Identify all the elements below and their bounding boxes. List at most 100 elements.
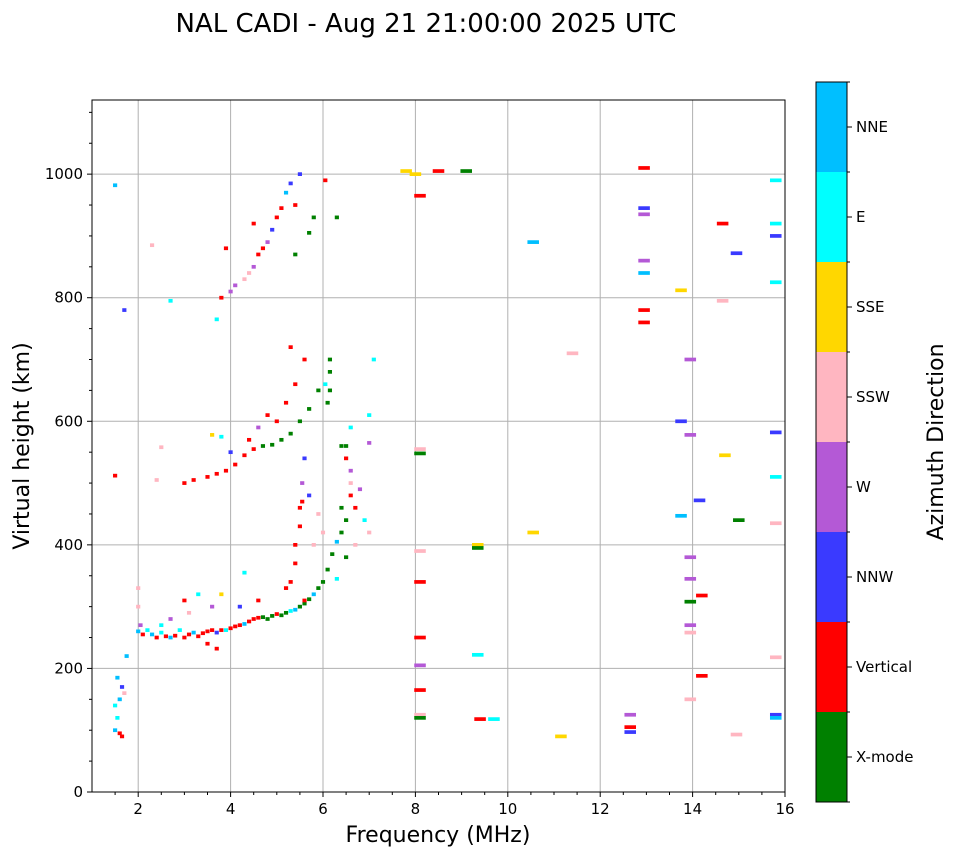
colorbar-tick-label: NNE — [856, 118, 888, 136]
data-point-nnw — [769, 430, 782, 435]
data-point-vertical — [200, 631, 205, 636]
colorbar-swatch — [816, 82, 847, 172]
data-point-nnw — [693, 498, 706, 503]
data-point-nnw — [769, 234, 782, 238]
data-point-sse — [471, 543, 484, 547]
data-point-nnw — [119, 685, 125, 689]
data-point-vertical — [113, 473, 118, 478]
y-axis: 0 200 400 600 800 1000 — [45, 111, 92, 801]
colorbar-tick-label: X-mode — [856, 748, 913, 766]
data-point-sse — [409, 172, 422, 176]
data-point-ssw — [414, 549, 426, 553]
data-point-e — [159, 630, 164, 635]
data-point-sse — [400, 169, 412, 173]
x-tick-label: 6 — [318, 800, 328, 818]
data-point-vertical — [247, 437, 252, 442]
data-point-x-mode — [327, 370, 333, 374]
colorbar-tick-label: E — [856, 208, 865, 226]
data-point-x-mode — [684, 599, 697, 604]
data-point-e — [362, 518, 367, 522]
data-point-x-mode — [260, 444, 266, 448]
data-point-vertical — [279, 206, 284, 210]
data-point-vertical — [219, 295, 224, 300]
data-point-vertical — [353, 505, 358, 510]
data-point-nne — [136, 629, 141, 634]
data-point-vertical — [119, 734, 125, 739]
data-point-w — [638, 258, 650, 263]
data-point-x-mode — [414, 451, 426, 456]
data-point-w — [251, 264, 256, 269]
data-point-vertical — [288, 580, 293, 584]
colorbar-frame — [815, 81, 848, 803]
data-point-vertical — [274, 215, 279, 220]
data-point-e — [115, 716, 120, 720]
colorbar-tick-label: NNW — [856, 568, 893, 586]
data-point-vertical — [182, 635, 187, 640]
data-point-w — [414, 663, 426, 668]
data-point-x-mode — [265, 617, 270, 621]
data-point-w — [367, 441, 372, 445]
data-point-w — [265, 240, 270, 244]
x-tick-label: 16 — [775, 800, 794, 818]
data-point-vertical — [265, 413, 270, 417]
colorbar-label: Azimuth Direction — [924, 343, 949, 540]
data-point-vertical — [293, 561, 298, 566]
data-point-x-mode — [260, 615, 266, 619]
data-point-x-mode — [316, 586, 321, 590]
data-point-nnw — [122, 308, 127, 312]
data-point-w — [684, 623, 697, 628]
colorbar-swatch — [816, 262, 847, 352]
data-point-nnw — [307, 493, 312, 498]
data-point-vertical — [251, 447, 256, 451]
data-point-x-mode — [414, 716, 426, 720]
data-point-vertical — [297, 505, 302, 510]
y-tick-label: 200 — [54, 659, 83, 677]
data-point-ssw — [159, 445, 164, 450]
data-point-w — [624, 712, 637, 717]
data-point-e — [242, 570, 247, 575]
data-point-e — [145, 628, 150, 632]
y-tick-label: 400 — [54, 536, 83, 554]
data-point-nne — [191, 630, 196, 635]
data-point-nnw — [214, 630, 219, 635]
data-point-vertical — [237, 623, 242, 628]
data-point-w — [348, 468, 353, 473]
data-point-vertical — [293, 382, 298, 387]
data-point-e — [196, 592, 201, 597]
data-point-nne — [149, 632, 155, 637]
colorbar-swatch — [816, 442, 847, 532]
data-points — [113, 166, 782, 739]
data-point-vertical — [233, 462, 238, 467]
data-point-nne — [113, 728, 118, 733]
data-point-sse — [675, 288, 687, 293]
data-point-e — [288, 609, 293, 613]
data-point-vertical — [223, 246, 229, 251]
data-point-nne — [638, 271, 650, 275]
data-point-w — [256, 425, 261, 430]
chart-title: NAL CADI - Aug 21 21:00:00 2025 UTC — [176, 9, 677, 39]
data-point-nne — [168, 635, 173, 640]
data-point-vertical — [256, 252, 261, 257]
data-point-vertical — [274, 612, 279, 616]
data-point-nnw — [730, 251, 743, 256]
data-point-x-mode — [279, 437, 284, 442]
data-point-vertical — [288, 345, 293, 349]
data-point-w — [168, 617, 173, 621]
data-point-e — [177, 628, 182, 632]
data-point-x-mode — [327, 357, 333, 362]
data-point-e — [488, 717, 500, 721]
data-point-vertical — [696, 593, 708, 598]
data-point-e — [471, 652, 484, 657]
colorbar-tick-label: SSW — [856, 388, 890, 406]
data-point-vertical — [205, 641, 210, 646]
y-tick-label: 0 — [73, 783, 83, 801]
data-point-w — [233, 283, 238, 288]
colorbar-swatch — [816, 532, 847, 622]
data-point-vertical — [196, 634, 201, 639]
data-point-x-mode — [330, 552, 335, 556]
data-point-ssw — [684, 697, 697, 702]
plot-frame — [91, 99, 786, 793]
data-point-ssw — [684, 630, 697, 635]
data-point-vertical — [716, 221, 729, 226]
data-point-x-mode — [471, 546, 484, 550]
